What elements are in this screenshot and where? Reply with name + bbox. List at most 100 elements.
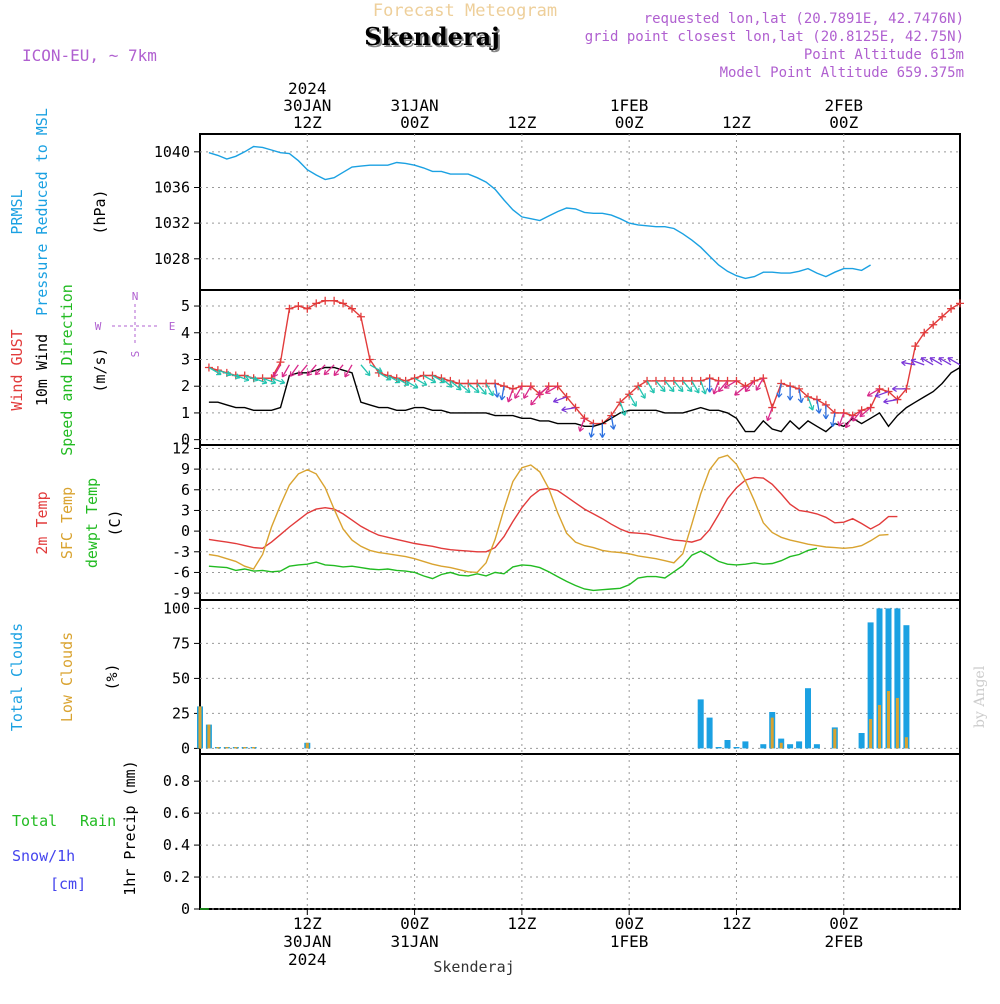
y-tick-label: 4 — [181, 324, 190, 342]
footer-station: Skenderaj — [433, 958, 514, 976]
low-cloud-bar — [234, 747, 237, 748]
info-requested: requested lon,lat (20.7891E, 42.7476N) — [644, 11, 964, 27]
y-tick-label: 2 — [181, 377, 190, 395]
low-cloud-bar — [771, 718, 774, 749]
low-cloud-bar — [887, 691, 890, 748]
gust-point — [303, 305, 311, 313]
y-tick-label: 25 — [172, 704, 190, 722]
panel-frame — [200, 754, 960, 909]
bottom-time-label: 12Z — [722, 914, 751, 933]
panel-frame — [200, 134, 960, 290]
panel-label: 1hr Precip (mm) — [121, 760, 139, 895]
precip-label-total: Total — [12, 812, 57, 830]
low-cloud-bar — [216, 747, 219, 748]
low-cloud-bar — [225, 747, 228, 748]
panel-label: PRMSL — [8, 189, 26, 234]
y-tick-label: 3 — [181, 501, 190, 519]
y-tick-label: 12 — [172, 439, 190, 457]
wind-barb — [324, 365, 334, 375]
y-tick-label: -6 — [172, 563, 190, 581]
panel-frame — [200, 600, 960, 754]
panel-label: Wind GUST — [8, 329, 26, 410]
total-cloud-bar — [903, 625, 909, 748]
total-cloud-bar — [859, 733, 865, 748]
bottom-time-label: 12Z — [507, 914, 536, 933]
y-tick-label: 50 — [172, 669, 190, 687]
y-tick-label: 100 — [163, 599, 190, 617]
station-title-fg: Skenderaj — [364, 22, 500, 51]
y-tick-label: 75 — [172, 634, 190, 652]
model-label: ICON-EU, ~ 7km — [22, 46, 157, 65]
series-line-wind-gust — [209, 301, 960, 424]
series-line-sfc-temp — [209, 455, 889, 572]
gust-point — [330, 297, 338, 305]
bottom-time-label: 12Z — [293, 914, 322, 933]
bottom-time-label: 1FEB — [610, 932, 649, 951]
panel-label: 10m Wind — [33, 334, 51, 406]
y-tick-label: 9 — [181, 460, 190, 478]
gust-point — [294, 302, 302, 310]
bottom-time-label: 30JAN — [283, 932, 331, 951]
total-cloud-bar — [698, 699, 704, 748]
top-time-label: 12Z — [507, 113, 536, 132]
panel-frame — [200, 445, 960, 600]
y-tick-label: 1 — [181, 404, 190, 422]
total-cloud-bar — [796, 741, 802, 748]
gust-point — [312, 299, 320, 307]
total-cloud-bar — [734, 747, 740, 748]
y-tick-label: 1036 — [154, 178, 190, 196]
panel-label: SFC Temp — [58, 487, 76, 559]
y-tick-label: 6 — [181, 481, 190, 499]
panel-label: (hPa) — [91, 189, 109, 234]
y-tick-label: 3 — [181, 350, 190, 368]
gust-point — [366, 355, 374, 363]
y-tick-label: 1028 — [154, 250, 190, 268]
precip-label-rain: Rain — [80, 812, 116, 830]
total-cloud-bar — [787, 744, 793, 748]
panel-label: (C) — [106, 509, 124, 536]
compass-w: W — [95, 320, 102, 333]
low-cloud-bar — [780, 743, 783, 749]
y-tick-label: 0.4 — [163, 836, 190, 854]
compass-e: E — [169, 320, 176, 333]
low-cloud-bar — [878, 705, 881, 748]
gust-point — [321, 297, 329, 305]
panel-label: Pressure Reduced to MSL — [33, 108, 51, 316]
bottom-time-label: 2FEB — [824, 932, 863, 951]
bottom-time-label: 00Z — [829, 914, 858, 933]
panel-label: (m/s) — [91, 347, 109, 392]
precip-label-snow: Snow/1h — [12, 847, 75, 865]
top-time-label: 00Z — [400, 113, 429, 132]
panel-label: Total Clouds — [8, 623, 26, 731]
panel-label: Speed and Direction — [58, 284, 76, 456]
total-cloud-bar — [725, 740, 731, 748]
low-cloud-bar — [207, 725, 210, 749]
low-cloud-bar — [199, 706, 202, 748]
y-tick-label: 5 — [181, 297, 190, 315]
y-tick-label: 0.2 — [163, 868, 190, 886]
low-cloud-bar — [306, 743, 309, 749]
panel-label: dewpt Temp — [83, 478, 101, 568]
bottom-time-label: 00Z — [615, 914, 644, 933]
top-time-label: 00Z — [829, 113, 858, 132]
y-tick-label: 1032 — [154, 214, 190, 232]
info-altitude: Point Altitude 613m — [804, 47, 964, 63]
y-tick-label: -3 — [172, 543, 190, 561]
top-time-label: 12Z — [722, 113, 751, 132]
panel-label: (%) — [103, 663, 121, 690]
low-cloud-bar — [869, 719, 872, 748]
total-cloud-bar — [716, 747, 722, 748]
low-cloud-bar — [905, 737, 908, 748]
series-line-dewpt-temp — [209, 548, 817, 590]
total-cloud-bar — [707, 718, 713, 749]
y-tick-label: 0.8 — [163, 772, 190, 790]
info-model-altitude: Model Point Altitude 659.375m — [720, 65, 964, 81]
precip-label-cm: [cm] — [50, 875, 86, 893]
total-cloud-bar — [805, 688, 811, 748]
y-tick-label: 0 — [181, 522, 190, 540]
total-cloud-bar — [742, 741, 748, 748]
